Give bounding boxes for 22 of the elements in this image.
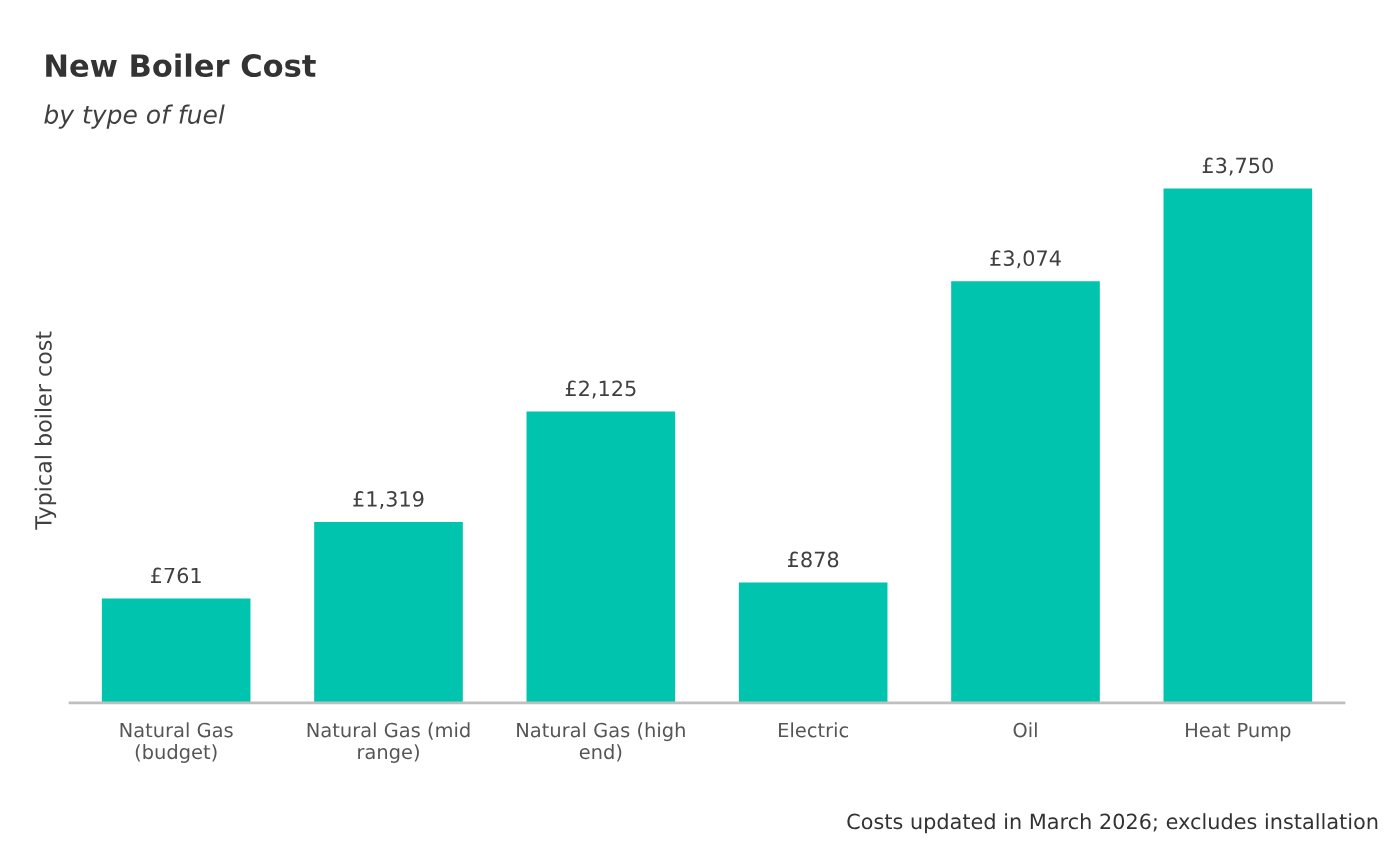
bar — [1163, 188, 1313, 703]
chart-subtitle: by type of fuel — [44, 104, 225, 129]
data-label: £1,319 — [353, 491, 424, 509]
x-tick-label: Oil — [1013, 722, 1037, 738]
x-tick-label: Natural Gas (mid range) — [307, 722, 470, 763]
data-label: £3,750 — [1202, 157, 1273, 176]
bar — [951, 281, 1100, 703]
x-tick-label: Natural Gas (budget) — [120, 722, 233, 763]
data-label: £3,074 — [990, 250, 1061, 269]
data-label: £2,125 — [565, 380, 636, 399]
chart-title: New Boiler Cost — [46, 53, 316, 78]
data-label: £761 — [150, 567, 201, 584]
data-label: £878 — [787, 551, 839, 568]
x-tick-label: Electric — [779, 722, 848, 738]
bar — [101, 598, 251, 703]
bar — [314, 521, 463, 703]
y-axis-title: Typical boiler cost — [34, 331, 57, 530]
x-tick-label: Heat Pump — [1186, 722, 1291, 742]
bar — [738, 582, 888, 703]
text: Costs updated in March 2026; excludes installation — [847, 813, 1378, 834]
bar — [526, 411, 676, 703]
x-tick-label: Natural Gas (high end) — [517, 722, 685, 762]
